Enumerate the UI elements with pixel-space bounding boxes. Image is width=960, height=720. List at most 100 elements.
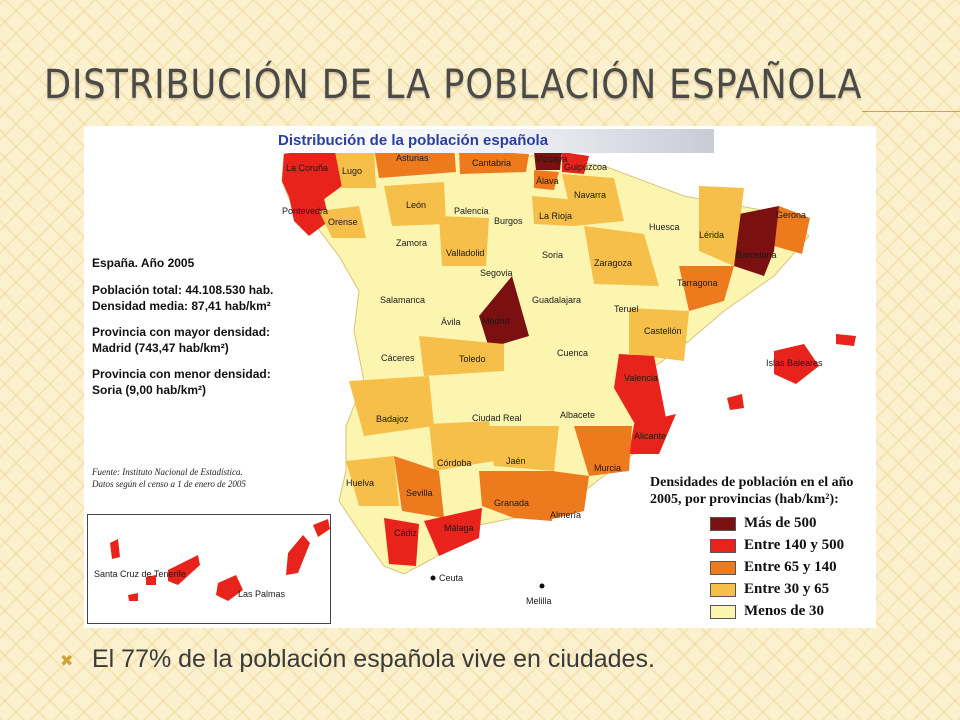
label-soria: Soria [542,250,563,260]
x-bullet-icon: ✖ [60,653,74,670]
region-baleares-ibiza [727,394,744,410]
density-legend: Densidades de población en el año 2005, … [650,474,872,624]
label-albacete: Albacete [560,410,595,420]
legend-label: Entre 140 y 500 [744,537,845,553]
label-zamora: Zamora [396,238,427,248]
legend-swatch [710,583,736,597]
region-baleares-menorca [836,334,856,346]
ceuta-marker [430,575,436,581]
population-map: La Coruña Lugo Asturias Cantabria Vizcay… [84,126,876,628]
info-year: España. Año 2005 [92,256,195,270]
label-zaragoza: Zaragoza [594,258,632,268]
label-sc-tenerife: Santa Cruz de Tenerife [94,569,186,579]
label-valladolid: Valladolid [446,248,484,258]
label-caceres: Cáceres [381,353,415,363]
label-asturias: Asturias [396,153,429,163]
info-max-label: Provincia con mayor densidad: [92,325,271,339]
island-tenerife [168,555,200,585]
label-badajoz: Badajoz [376,414,409,424]
legend-swatch [710,561,736,575]
region-valladolid [439,216,489,266]
region-cantabria [459,150,529,174]
legend-item: Entre 140 y 500 [650,536,872,558]
legend-label: Menos de 30 [744,603,824,619]
label-castellon: Castellón [644,326,682,336]
label-burgos: Burgos [494,216,523,226]
region-navarra [562,174,624,226]
label-almeria: Almería [550,510,581,520]
region-baleares-mallorca [774,344,819,384]
legend-swatch [710,605,736,619]
region-castellon [629,308,689,361]
legend-title: Densidades de población en el año 2005, … [650,474,872,508]
legend-label: Más de 500 [744,515,817,531]
region-orense [319,206,366,238]
legend-title-line-2: 2005, por provincias (hab/km²): [650,492,839,507]
label-jaen: Jaén [506,456,526,466]
label-malaga: Málaga [444,523,474,533]
label-tarragona: Tarragona [677,278,718,288]
label-huelva: Huelva [346,478,374,488]
legend-item: Más de 500 [650,514,872,536]
label-la-rioja: La Rioja [539,211,572,221]
source-note: Fuente: Instituto Nacional de Estadístic… [92,466,292,490]
label-coruna: La Coruña [286,163,328,173]
info-max-value: Madrid (743,47 hab/km²) [92,341,229,355]
legend-item: Menos de 30 [650,602,872,624]
melilla-marker [539,583,545,589]
label-teruel: Teruel [614,304,639,314]
legend-label: Entre 30 y 65 [744,581,830,597]
label-avila: Ávila [441,317,461,327]
label-palencia: Palencia [454,206,489,216]
label-baleares: Islas Baleares [766,358,823,368]
region-lugo [334,146,376,188]
label-valencia: Valencia [624,373,658,383]
region-lerida [699,186,744,266]
label-guipuzcoa: Guipúzcoa [564,162,607,172]
region-sevilla [394,456,444,518]
region-gerona [774,206,810,254]
label-barcelona: Barcelona [736,250,777,260]
island-la-gomera [146,575,156,585]
region-cadiz [384,518,419,566]
region-badajoz [349,376,434,436]
info-min-value: Soria (9,00 hab/km²) [92,383,207,397]
region-zaragoza [584,226,659,286]
info-block: España. Año 2005 Población total: 44.108… [92,256,322,398]
region-murcia [574,426,632,476]
label-cuenca: Cuenca [557,348,588,358]
label-salamanca: Salamanca [380,295,425,305]
info-min-label: Provincia con menor densidad: [92,367,271,381]
label-murcia: Murcia [594,463,621,473]
label-sevilla: Sevilla [406,488,433,498]
region-almeria [552,471,589,519]
legend-item: Entre 30 y 65 [650,580,872,602]
label-cordoba: Córdoba [437,458,472,468]
label-gerona: Gerona [776,210,806,220]
label-segovia: Segovia [480,268,513,278]
region-alava [534,170,559,190]
label-ciudad-real: Ciudad Real [472,413,522,423]
island-fuerteventura [286,535,310,575]
label-guadalajara: Guadalajara [532,295,581,305]
label-huesca: Huesca [649,222,680,232]
label-alicante: Alicante [634,431,666,441]
label-lerida: Lérida [699,230,724,240]
label-vizcaya: Vizcaya [536,154,567,164]
region-vizcaya [534,152,562,170]
source-line-1: Fuente: Instituto Nacional de Estadístic… [92,467,243,477]
region-barcelona [734,206,779,276]
label-leon: León [406,200,426,210]
label-ceuta: Ceuta [439,573,463,583]
region-madrid [479,276,529,348]
legend-label: Entre 65 y 140 [744,559,837,575]
map-title: Distribución de la población española [274,129,714,153]
label-cantabria: Cantabria [472,158,511,168]
slide-title: Distribución de la población española [44,62,863,108]
island-gran-canaria [216,575,243,601]
region-tarragona [679,266,734,311]
label-orense: Orense [328,217,358,227]
label-navarra: Navarra [574,190,606,200]
island-la-palma [110,539,120,559]
region-jaen [489,426,559,471]
